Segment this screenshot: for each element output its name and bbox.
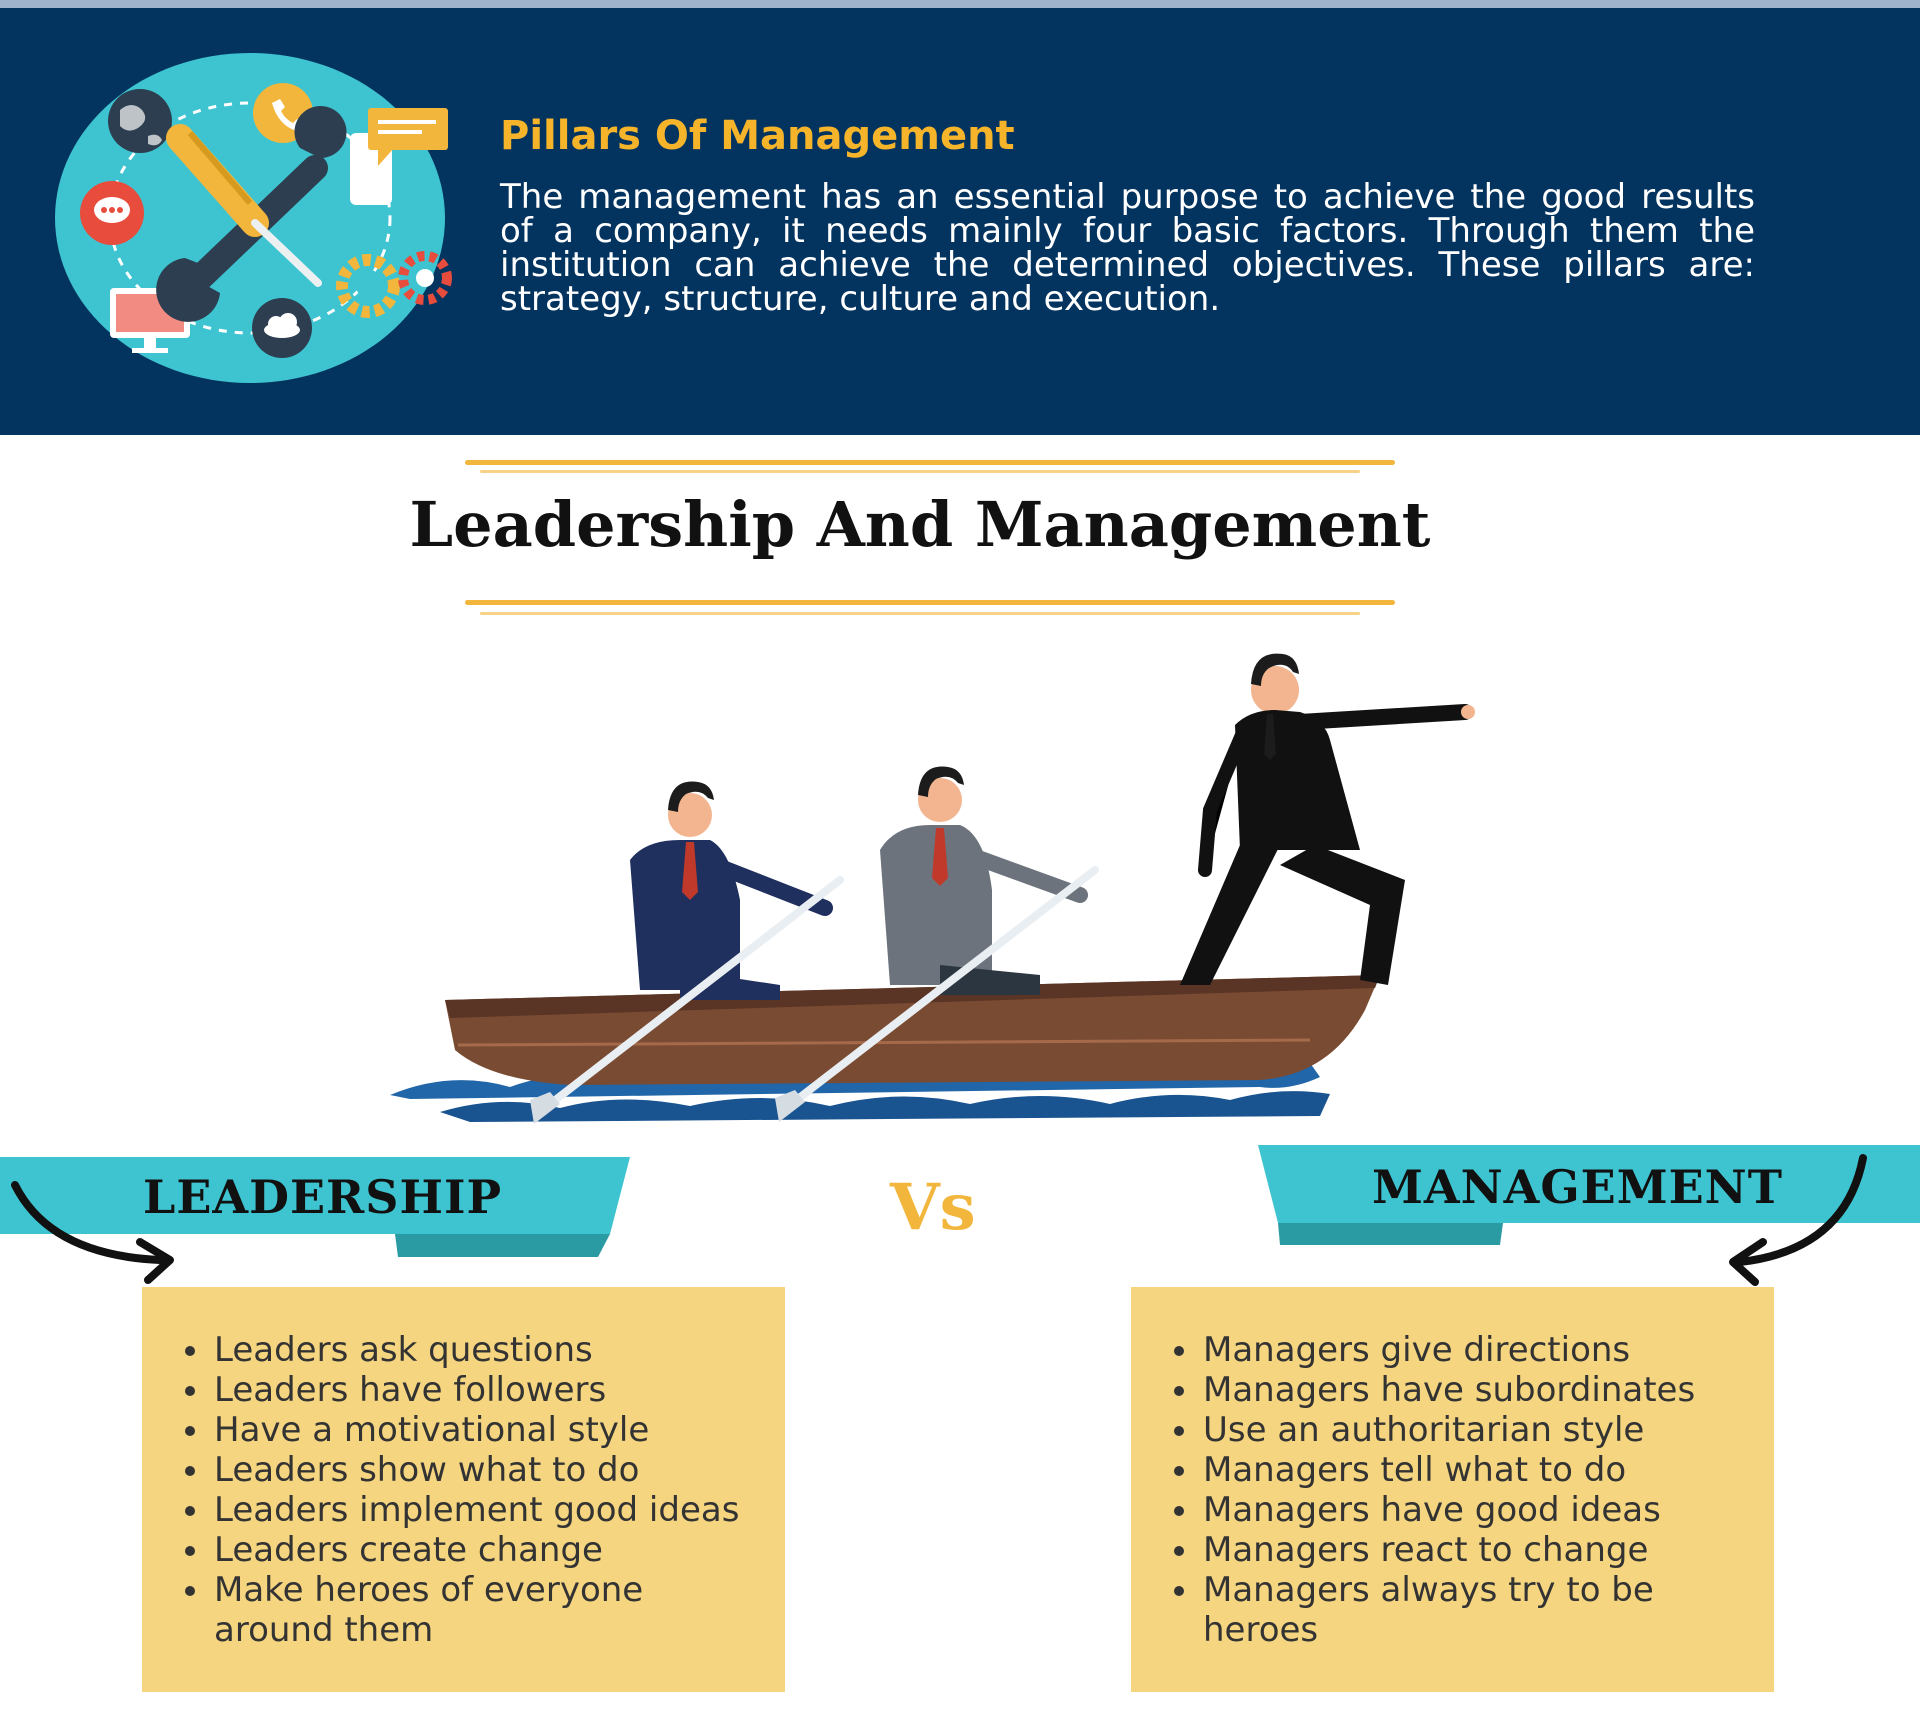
management-list: Managers give directions Managers have s… [1131, 1330, 1774, 1650]
title-divider-top-shadow [480, 470, 1360, 473]
leadership-label: LEADERSHIP [143, 1170, 503, 1224]
leader-standing-figure [1180, 653, 1475, 985]
list-item: Managers tell what to do [1201, 1450, 1774, 1490]
rower-middle-figure [880, 766, 1088, 995]
management-label: MANAGEMENT [1372, 1160, 1783, 1214]
chat-icon [80, 181, 144, 245]
list-item: Make heroes of everyone around them [212, 1570, 664, 1650]
globe-icon [108, 89, 172, 153]
list-item: Leaders implement good ideas [212, 1490, 785, 1530]
gear-icon [336, 251, 452, 318]
cloud-icon [252, 298, 312, 358]
list-item: Managers react to change [1201, 1530, 1774, 1570]
section-title: Leadership And Management [409, 488, 1431, 561]
list-item: Use an authoritarian style [1201, 1410, 1774, 1450]
boat-hull [445, 975, 1380, 1085]
right-oar [775, 866, 1099, 1122]
list-item: Managers always try to be heroes [1201, 1570, 1683, 1650]
management-ribbon [1258, 1145, 1920, 1245]
header-title: Pillars Of Management [500, 113, 1015, 159]
list-item: Leaders show what to do [212, 1450, 785, 1490]
rower-left-figure [630, 781, 833, 1000]
list-item: Leaders ask questions [212, 1330, 785, 1370]
rowing-boat-illustration [390, 653, 1475, 1124]
leadership-arrow-icon [11, 1181, 174, 1284]
leadership-card: Leaders ask questions Leaders have follo… [142, 1287, 785, 1692]
list-item: Managers have good ideas [1201, 1490, 1774, 1530]
list-item: Managers have subordinates [1201, 1370, 1774, 1410]
management-arrow-icon [1729, 1154, 1867, 1286]
tools-illustration-icon [55, 53, 452, 383]
screwdriver-icon [166, 124, 322, 287]
list-item: Have a motivational style [212, 1410, 785, 1450]
top-strip [0, 0, 1920, 8]
title-divider-top [465, 460, 1395, 465]
leadership-ribbon [0, 1157, 630, 1257]
title-divider-bottom [465, 600, 1395, 605]
list-item: Leaders have followers [212, 1370, 785, 1410]
leadership-list: Leaders ask questions Leaders have follo… [142, 1330, 785, 1650]
left-oar [530, 876, 844, 1124]
list-item: Managers give directions [1201, 1330, 1774, 1370]
header-description: The management has an essential purpose … [500, 177, 1755, 319]
management-card: Managers give directions Managers have s… [1131, 1287, 1774, 1692]
list-item: Leaders create change [212, 1530, 785, 1570]
title-divider-bottom-shadow [480, 612, 1360, 615]
header-banner: Pillars Of Management The management has… [0, 8, 1920, 435]
message-icon [350, 108, 448, 205]
vs-label: Vs [890, 1170, 976, 1245]
